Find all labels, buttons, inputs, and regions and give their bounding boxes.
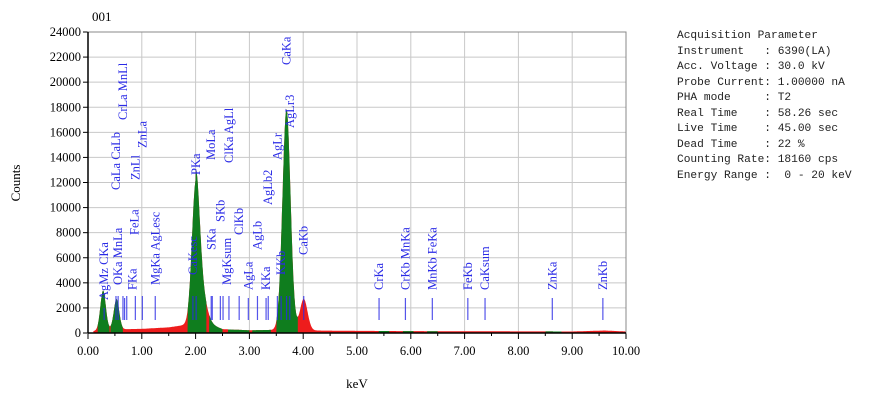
x-axis-label: keV xyxy=(346,376,368,391)
y-tick-label: 18000 xyxy=(50,100,81,114)
peak-label: ZnKb xyxy=(596,261,610,290)
peak-label: AgLb2 xyxy=(261,170,275,205)
y-tick-label: 22000 xyxy=(50,50,81,64)
roi-peak-area xyxy=(187,168,207,333)
spectrum-background-area xyxy=(93,109,626,333)
peak-label: ZnLa xyxy=(135,120,149,148)
y-tick-label: 16000 xyxy=(50,125,81,139)
roi-peak-area xyxy=(110,299,123,333)
y-tick-label: 2000 xyxy=(56,301,81,315)
peak-label: CaKsum xyxy=(478,246,492,290)
peak-label: MnKb FeKa xyxy=(425,227,439,290)
parameter-line: Energy Range : 0 - 20 keV xyxy=(677,169,852,182)
peak-label: ZnLl xyxy=(128,154,142,180)
y-tick-label: 14000 xyxy=(50,150,81,164)
x-tick-label: 3.00 xyxy=(238,344,260,358)
x-tick-label: 4.00 xyxy=(292,344,314,358)
parameter-line: Real Time : 58.26 sec xyxy=(677,107,839,120)
x-tick-label: 5.00 xyxy=(346,344,368,358)
parameter-line: Dead Time : 22 % xyxy=(677,138,805,151)
peak-label: CaLa CaLb xyxy=(109,132,123,190)
chart-title: 001 xyxy=(92,9,112,24)
panel-title: Acquisition Parameter xyxy=(677,30,818,42)
x-tick-label: 8.00 xyxy=(507,344,529,358)
peak-label: CaKesc xyxy=(186,236,200,275)
x-tick-label: 0.00 xyxy=(77,344,99,358)
y-tick-label: 4000 xyxy=(56,276,81,290)
peak-label: CaKb xyxy=(297,226,311,255)
acquisition-parameter-panel: Acquisition Parameter Instrument : 6390(L… xyxy=(677,29,852,184)
peak-label: FeKb xyxy=(461,262,475,290)
peak-label: AgLa xyxy=(241,261,255,290)
peak-label: KKb xyxy=(274,251,288,275)
parameter-line: Probe Current: 1.00000 nA xyxy=(677,76,845,89)
y-tick-label: 10000 xyxy=(50,201,81,215)
peak-label: ClKb xyxy=(232,208,246,235)
parameter-line: Live Time : 45.00 sec xyxy=(677,123,839,135)
peak-label: CrKb MnKa xyxy=(398,227,412,290)
peak-label: AgLr xyxy=(270,132,284,160)
peak-label: OKa MnLa xyxy=(111,227,125,285)
x-tick-label: 1.00 xyxy=(131,344,153,358)
roi-peak-area xyxy=(252,329,271,333)
x-tick-label: 9.00 xyxy=(561,344,583,358)
x-tick-label: 2.00 xyxy=(185,344,207,358)
y-tick-label: 6000 xyxy=(56,251,81,265)
y-axis-label: Counts xyxy=(8,165,23,202)
peak-label: MgKa AgLesc xyxy=(148,211,162,285)
parameter-line: Acc. Voltage : 30.0 kV xyxy=(677,61,825,73)
y-tick-label: 24000 xyxy=(50,25,81,39)
peak-label: AgMz CKa xyxy=(97,242,111,300)
peak-label: AgLr3 xyxy=(283,95,297,128)
peak-label: SKa xyxy=(204,228,218,250)
peak-label: MoLa xyxy=(204,129,218,160)
peak-label: AgLb xyxy=(250,221,264,250)
peak-label: ZnKa xyxy=(545,261,559,290)
y-tick-label: 8000 xyxy=(56,226,81,240)
roi-peak-area xyxy=(276,109,298,333)
peak-label: FKa xyxy=(126,268,140,290)
peak-label: CrKa xyxy=(372,262,386,290)
x-tick-label: 7.00 xyxy=(454,344,476,358)
roi-peak-area xyxy=(209,315,223,333)
roi-peak-area xyxy=(227,329,250,333)
parameter-line: Counting Rate: 18160 cps xyxy=(677,154,839,166)
x-tick-label: 6.00 xyxy=(400,344,422,358)
peak-label: CaKa xyxy=(280,36,294,65)
peak-label: KKa xyxy=(259,266,273,290)
peak-label: PKa xyxy=(189,153,203,175)
peak-label: MgKsum xyxy=(220,237,234,285)
x-tick-label: 10.00 xyxy=(612,344,640,358)
y-tick-label: 0 xyxy=(75,326,81,340)
peak-label: CrLa MnLl xyxy=(116,62,130,120)
peak-label: FeLa xyxy=(128,209,142,235)
parameter-line: Instrument : 6390(LA) xyxy=(677,45,832,58)
y-tick-label: 12000 xyxy=(50,176,81,190)
peak-label: ClKa AgLl xyxy=(222,107,236,163)
y-tick-label: 20000 xyxy=(50,75,81,89)
parameter-line: PHA mode : T2 xyxy=(677,92,792,104)
peak-label: SKb xyxy=(213,200,227,222)
